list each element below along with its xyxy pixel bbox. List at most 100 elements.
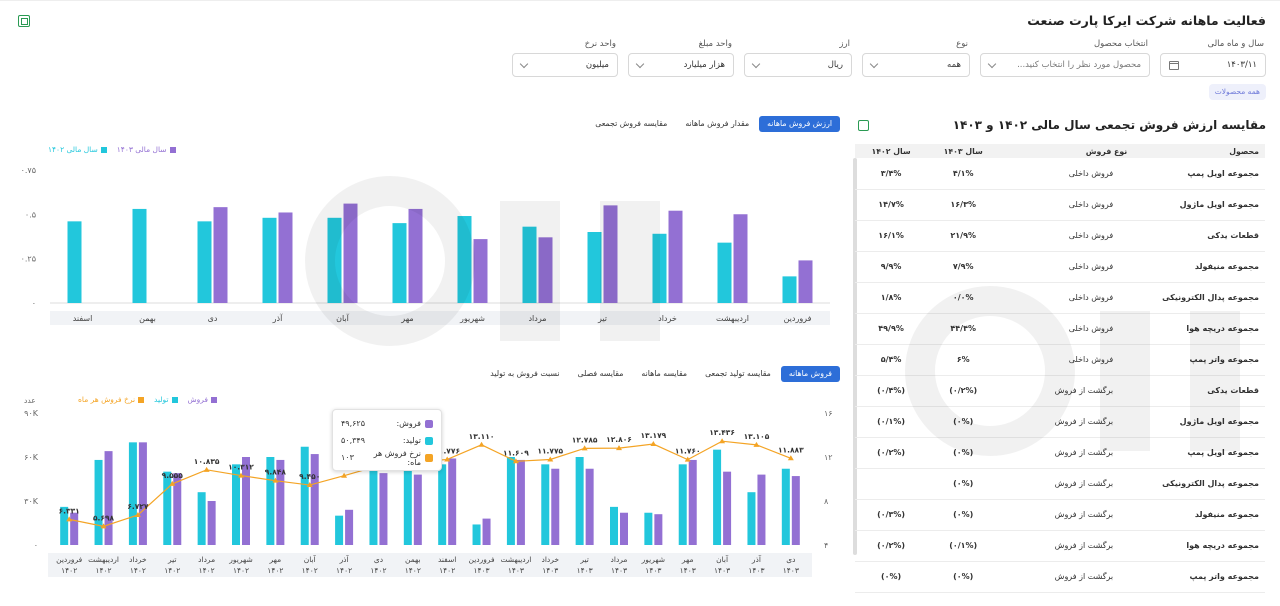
bar-sales[interactable] — [138, 442, 147, 545]
tab-monthly-comparison[interactable]: مقایسه ماهانه — [641, 369, 688, 378]
rate-point[interactable] — [203, 466, 210, 472]
rate-point[interactable] — [100, 523, 107, 529]
bar-production[interactable] — [781, 468, 790, 545]
rate-point[interactable] — [238, 472, 244, 478]
bar-sales[interactable] — [207, 501, 216, 545]
bar-sales[interactable] — [757, 474, 766, 545]
bar-1402[interactable] — [262, 217, 277, 303]
rate-point[interactable] — [581, 445, 588, 451]
tab-sales-production-ratio[interactable]: نسبت فروش به تولید — [490, 369, 560, 378]
tab-monthly-sales[interactable]: فروش ماهانه — [780, 366, 840, 382]
product-select[interactable]: محصول مورد نظر را انتخاب کنید... — [980, 53, 1150, 77]
rate-point[interactable] — [272, 477, 279, 483]
bar-1403[interactable] — [668, 210, 683, 303]
legend-item-production[interactable]: تولید — [154, 395, 178, 404]
bar-sales[interactable] — [104, 451, 113, 545]
bar-1402[interactable] — [652, 233, 667, 303]
amount-unit-select[interactable]: هزار میلیارد — [628, 53, 734, 77]
bar-sales[interactable] — [620, 512, 628, 545]
bar-production[interactable] — [472, 524, 481, 545]
legend-item-1403[interactable]: سال مالی ۱۴۰۳ — [117, 145, 176, 154]
bar-sales[interactable] — [173, 473, 182, 545]
bar-production[interactable] — [610, 506, 618, 545]
bar-sales[interactable] — [379, 473, 388, 545]
bar-production[interactable] — [94, 459, 103, 545]
bar-sales[interactable] — [448, 458, 457, 545]
bar-sales[interactable] — [310, 454, 319, 545]
bar-production[interactable] — [232, 464, 240, 545]
rate-point[interactable] — [684, 456, 691, 462]
rate-point[interactable] — [719, 438, 726, 444]
tab-seasonal-comparison[interactable]: مقایسه فصلی — [577, 369, 624, 378]
rate-point[interactable] — [512, 458, 519, 464]
bar-1402[interactable] — [197, 221, 212, 303]
bar-production[interactable] — [335, 515, 344, 545]
tab-cumulative-production[interactable]: مقایسه تولید تجمعی — [705, 369, 771, 378]
rate-point[interactable] — [306, 482, 313, 488]
bar-1403[interactable] — [278, 212, 293, 303]
bar-production[interactable] — [197, 492, 206, 545]
legend-item-sales[interactable]: فروش — [188, 395, 218, 404]
rate-point[interactable] — [169, 480, 176, 486]
bar-sales[interactable] — [551, 468, 560, 545]
bar-1402[interactable] — [392, 223, 407, 303]
bar-production[interactable] — [747, 492, 756, 545]
bar-1403[interactable] — [733, 214, 748, 303]
rate-point[interactable] — [444, 456, 451, 462]
bar-sales[interactable] — [345, 509, 354, 545]
bar-sales[interactable] — [516, 459, 525, 545]
bar-sales[interactable] — [654, 514, 663, 545]
bar-sales[interactable] — [585, 468, 594, 545]
bar-production[interactable] — [678, 464, 687, 545]
bar-1402[interactable] — [457, 216, 472, 303]
rate-point[interactable] — [341, 472, 348, 478]
bar-production[interactable] — [644, 512, 653, 545]
bar-sales[interactable] — [70, 512, 79, 545]
bar-production[interactable] — [575, 457, 584, 545]
bar-production[interactable] — [266, 457, 275, 545]
rate-point[interactable] — [66, 516, 73, 522]
bar-1402[interactable] — [782, 276, 797, 303]
bar-production[interactable] — [163, 471, 172, 545]
rate-point[interactable] — [616, 445, 622, 451]
legend-item-rate[interactable]: نرخ فروش هر ماه — [78, 395, 145, 404]
bar-sales[interactable] — [242, 457, 250, 545]
tab-monthly-sales-quantity[interactable]: مقدار فروش ماهانه — [685, 119, 750, 128]
bar-1403[interactable] — [343, 203, 358, 303]
bar-1403[interactable] — [473, 239, 488, 303]
bar-1403[interactable] — [538, 237, 553, 303]
bar-production[interactable] — [369, 467, 378, 545]
bar-production[interactable] — [300, 446, 309, 545]
tab-cumulative-sales[interactable]: مقایسه فروش تجمعی — [595, 119, 668, 128]
bar-sales[interactable] — [688, 459, 697, 545]
rate-point[interactable] — [547, 456, 554, 462]
bar-1402[interactable] — [522, 226, 537, 303]
bar-sales[interactable] — [791, 476, 800, 545]
bar-production[interactable] — [506, 457, 515, 545]
bar-sales[interactable] — [723, 471, 732, 545]
rate-point[interactable] — [650, 441, 657, 447]
rate-point[interactable] — [787, 455, 794, 461]
bar-1402[interactable] — [67, 221, 82, 303]
bar-production[interactable] — [438, 464, 447, 545]
currency-select[interactable]: ریال — [744, 53, 852, 77]
excel-export-icon[interactable] — [858, 120, 869, 131]
bar-1403[interactable] — [798, 260, 813, 303]
bar-sales[interactable] — [413, 474, 422, 545]
fiscal-month-input[interactable]: ۱۴۰۳/۱۱ — [1160, 53, 1266, 77]
rate-point[interactable] — [478, 441, 485, 447]
bar-1403[interactable] — [603, 205, 618, 303]
bar-production[interactable] — [403, 467, 412, 545]
all-products-chip[interactable]: همه محصولات — [1208, 84, 1266, 100]
bar-1403[interactable] — [408, 208, 423, 303]
bar-1402[interactable] — [587, 232, 602, 303]
calendar-icon[interactable] — [1169, 60, 1179, 70]
bar-production[interactable] — [713, 449, 722, 545]
legend-item-1402[interactable]: سال مالی ۱۴۰۲ — [48, 145, 107, 154]
type-select[interactable]: همه — [862, 53, 970, 77]
excel-export-icon[interactable] — [18, 15, 30, 27]
rate-point[interactable] — [753, 441, 760, 447]
rate-unit-select[interactable]: میلیون — [512, 53, 618, 77]
bar-production[interactable] — [541, 464, 550, 545]
bar-sales[interactable] — [482, 518, 491, 545]
